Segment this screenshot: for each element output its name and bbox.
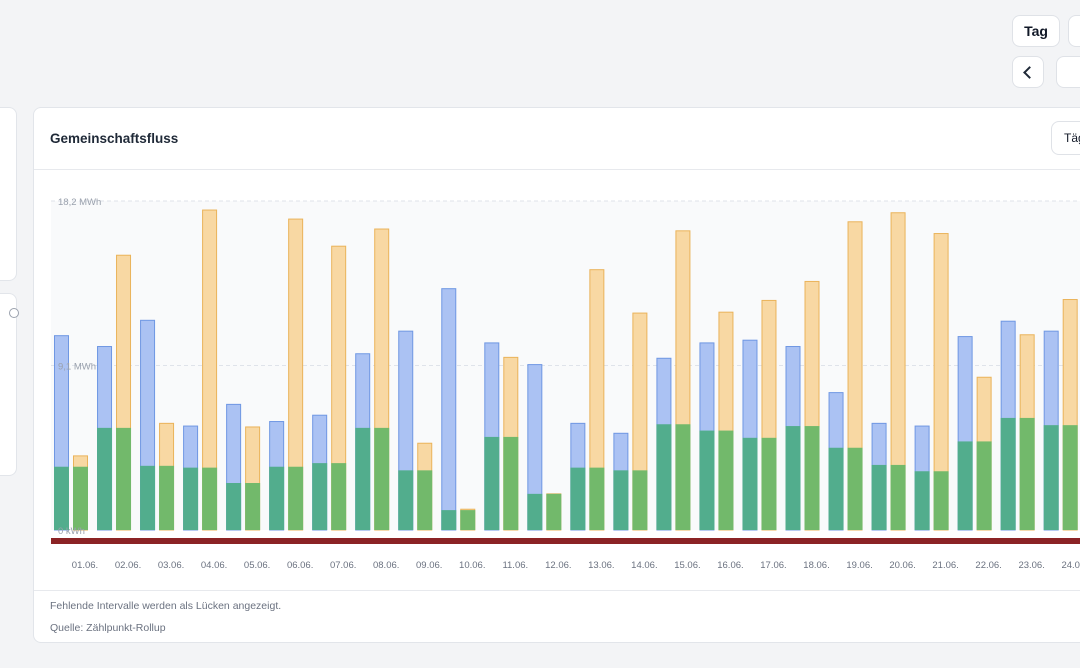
bar-shared-generation — [288, 466, 304, 530]
bar-shared-consumption — [957, 441, 973, 530]
bar-shared-generation — [331, 463, 347, 530]
y-tick-label: 18,2 MWh — [58, 197, 101, 208]
x-tick-label: 16.06. — [717, 560, 743, 571]
bar-shared-generation — [890, 464, 906, 530]
bar-shared-generation — [202, 467, 218, 530]
info-icon[interactable] — [9, 308, 19, 318]
bar-shared-generation — [503, 436, 519, 530]
x-tick-label: 15.06. — [674, 560, 700, 571]
bar-shared-generation — [718, 430, 734, 530]
bar-shared-generation — [116, 427, 132, 530]
x-tick-label: 18.06. — [803, 560, 829, 571]
bar-shared-generation — [675, 424, 691, 530]
bar-shared-generation — [546, 493, 562, 530]
bar-shared-consumption — [699, 430, 715, 530]
bar-shared-generation — [761, 437, 777, 530]
x-tick-label: 21.06. — [932, 560, 958, 571]
bar-shared-consumption — [398, 470, 414, 530]
bar-shared-generation — [804, 426, 820, 530]
bar-total-consumption — [441, 288, 457, 531]
bar-shared-generation — [245, 483, 261, 530]
source-note: Quelle: Zählpunkt-Rollup — [50, 622, 166, 634]
y-tick-label: 9,1 MWh — [58, 362, 96, 373]
bar-shared-consumption — [441, 510, 457, 530]
x-tick-label: 24.06. — [1061, 560, 1080, 571]
x-tick-label: 06.06. — [287, 560, 313, 571]
x-tick-label: 03.06. — [158, 560, 184, 571]
x-tick-label: 08.06. — [373, 560, 399, 571]
bar-shared-generation — [589, 467, 605, 530]
side-card-top — [0, 107, 17, 281]
side-card-middle — [0, 293, 19, 476]
x-tick-label: 22.06. — [975, 560, 1001, 571]
view-day-button[interactable]: Tag — [1012, 15, 1060, 47]
x-tick-label: 09.06. — [416, 560, 442, 571]
x-tick-label: 13.06. — [588, 560, 614, 571]
panel-header-divider — [34, 169, 1080, 170]
x-tick-label: 23.06. — [1018, 560, 1044, 571]
date-picker-button[interactable] — [1056, 56, 1080, 88]
bar-shared-generation — [460, 510, 476, 530]
x-tick-label: 17.06. — [760, 560, 786, 571]
bar-shared-consumption — [527, 493, 543, 530]
bar-shared-consumption — [54, 466, 69, 530]
x-tick-label: 04.06. — [201, 560, 227, 571]
community-flow-panel: Gemeinschaftsfluss Täg 18,2 MWh 9,1 MWh 0 … — [33, 107, 1080, 643]
bar-shared-consumption — [312, 463, 328, 530]
bar-shared-consumption — [742, 437, 758, 530]
panel-footer-divider — [34, 590, 1080, 591]
bar-shared-generation — [976, 441, 992, 530]
bar-shared-consumption — [828, 447, 844, 530]
granularity-dropdown-label: Täg — [1064, 131, 1080, 145]
bar-shared-consumption — [97, 427, 113, 530]
x-tick-label: 02.06. — [115, 560, 141, 571]
x-tick-label: 07.06. — [330, 560, 356, 571]
x-tick-label: 14.06. — [631, 560, 657, 571]
missing-intervals-note: Fehlende Intervalle werden als Lücken an… — [50, 600, 282, 612]
bar-shared-consumption — [871, 464, 887, 530]
bar-shared-generation — [159, 465, 175, 530]
bar-shared-consumption — [914, 471, 930, 530]
bar-shared-consumption — [570, 467, 586, 530]
bar-shared-consumption — [183, 467, 199, 530]
bar-shared-consumption — [1000, 417, 1016, 530]
y-tick-label: 0 kWh — [58, 526, 85, 537]
bar-shared-generation — [417, 470, 433, 530]
x-tick-label: 20.06. — [889, 560, 915, 571]
granularity-dropdown[interactable]: Täg — [1051, 121, 1080, 155]
bar-shared-consumption — [785, 426, 801, 530]
baseline-bar — [51, 538, 1080, 544]
panel-title: Gemeinschaftsfluss — [50, 131, 179, 146]
bar-shared-generation — [73, 466, 88, 530]
view-option-button[interactable] — [1068, 15, 1080, 47]
bar-shared-generation — [847, 447, 863, 530]
x-tick-label: 12.06. — [545, 560, 571, 571]
x-tick-label: 19.06. — [846, 560, 872, 571]
community-flow-chart: 18,2 MWh 9,1 MWh 0 kWh 01.06. 02.06. 03.06. 0… — [51, 197, 1080, 571]
bar-shared-consumption — [613, 470, 629, 530]
bar-shared-consumption — [656, 424, 672, 530]
bar-shared-consumption — [140, 465, 156, 530]
bar-shared-generation — [374, 427, 390, 530]
x-tick-label: 10.06. — [459, 560, 485, 571]
bar-shared-generation — [632, 470, 648, 530]
x-tick-label: 05.06. — [244, 560, 270, 571]
bar-shared-consumption — [484, 436, 500, 530]
bar-shared-generation — [1019, 417, 1035, 530]
bar-shared-consumption — [269, 466, 285, 530]
bar-shared-consumption — [355, 427, 371, 530]
previous-period-button[interactable] — [1012, 56, 1044, 88]
x-tick-label: 01.06. — [72, 560, 98, 571]
bar-shared-generation — [933, 471, 949, 530]
x-tick-label: 11.06. — [502, 560, 528, 571]
chevron-left-icon — [1023, 65, 1036, 79]
view-day-label: Tag — [1024, 23, 1048, 39]
bar-shared-consumption — [226, 483, 242, 530]
bar-shared-consumption — [1043, 425, 1059, 530]
bar-shared-generation — [1062, 425, 1078, 530]
